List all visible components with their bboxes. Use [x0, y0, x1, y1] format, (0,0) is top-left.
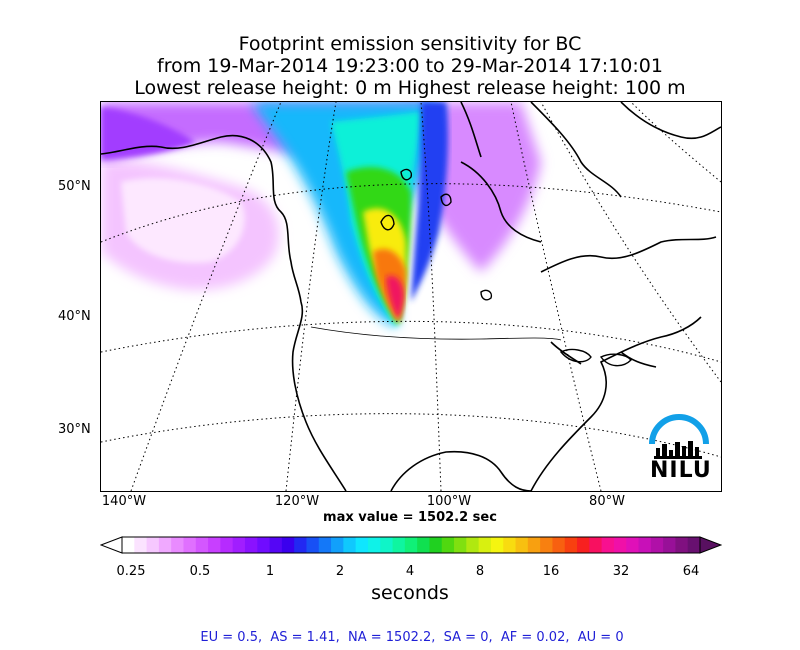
colorbar: [100, 536, 722, 554]
nilu-logo-icon: [649, 414, 709, 459]
colorbar-segment: [552, 537, 566, 553]
colorbar-segment: [146, 537, 160, 553]
colorbar-segment: [171, 537, 184, 553]
colorbar-segment: [380, 537, 393, 553]
plot-title-line-3: Lowest release height: 0 m Highest relea…: [134, 77, 686, 99]
colorbar-segment: [257, 537, 270, 553]
colorbar-segment: [220, 537, 234, 553]
colorbar-segment: [122, 537, 135, 553]
colorbar-segment: [208, 537, 221, 553]
colorbar-tick-1: 1: [265, 564, 275, 579]
colorbar-segment: [134, 537, 147, 553]
graticule: [101, 102, 721, 491]
sensitivity-field: [101, 102, 541, 327]
colorbar-tick-4: 4: [405, 564, 415, 579]
colorbar-segment: [306, 537, 320, 553]
colorbar-segment: [540, 537, 553, 553]
colorbar-over-arrow: [699, 536, 722, 554]
colorbar-tick-64: 64: [682, 564, 700, 579]
colorbar-segment: [367, 537, 381, 553]
lakes-and-islands: [380, 168, 632, 367]
colorbar-segment: [515, 537, 529, 553]
colorbar-segment: [441, 537, 455, 553]
colorbar-segment: [281, 537, 295, 553]
colorbar-segment: [503, 537, 516, 553]
colorbar-segment: [183, 537, 197, 553]
colorbar-segment: [331, 537, 344, 553]
lat-label-30n: 30°N: [58, 422, 91, 437]
colorbar-segment: [294, 537, 307, 553]
colorbar-under-arrow: [100, 536, 123, 554]
colorbar-segment: [417, 537, 430, 553]
map-canvas: [101, 102, 721, 491]
colorbar-segment: [577, 537, 590, 553]
colorbar-unit-label: seconds: [371, 582, 449, 604]
max-value-label: max value = 1502.2 sec: [323, 510, 497, 525]
colorbar-segment: [232, 537, 246, 553]
colorbar-segment: [404, 537, 418, 553]
colorbar-tick-16: 16: [542, 564, 560, 579]
colorbar-segment: [638, 537, 652, 553]
colorbar-segment: [269, 537, 283, 553]
colorbar-tick-8: 8: [475, 564, 485, 579]
colorbar-segment: [318, 537, 332, 553]
colorbar-segment: [429, 537, 443, 553]
colorbar-tick-2: 2: [335, 564, 345, 579]
coastlines: [101, 102, 721, 491]
colorbar-segment: [195, 537, 209, 553]
nilu-logo-text: NILU: [650, 458, 712, 483]
plot-title-line-2: from 19-Mar-2014 19:23:00 to 29-Mar-2014…: [157, 55, 663, 77]
colorbar-segment: [454, 537, 467, 553]
colorbar-tick-0.5: 0.5: [189, 564, 211, 579]
colorbar-tick-0.25: 0.25: [116, 564, 146, 579]
footprint-map: [100, 101, 722, 492]
lon-label-100w: 100°W: [426, 494, 472, 509]
lon-label-120w: 120°W: [274, 494, 320, 509]
colorbar-segment: [589, 537, 603, 553]
colorbar-segment: [650, 537, 664, 553]
colorbar-frame: [121, 536, 701, 554]
lon-label-80w: 80°W: [589, 494, 625, 509]
colorbar-segment: [687, 537, 701, 553]
lat-label-50n: 50°N: [58, 179, 91, 194]
colorbar-segment: [613, 537, 627, 553]
colorbar-segment: [490, 537, 504, 553]
colorbar-segment: [392, 537, 406, 553]
border-line: [310, 326, 562, 341]
colorbar-tick-32: 32: [612, 564, 630, 579]
colorbar-segment: [343, 537, 357, 553]
plot-title-line-1: Footprint emission sensitivity for BC: [238, 33, 582, 55]
region-summary-footer: EU = 0.5, AS = 1.41, NA = 1502.2, SA = 0…: [200, 630, 624, 645]
colorbar-segment: [158, 537, 172, 553]
colorbar-segment: [626, 537, 639, 553]
lon-label-140w: 140°W: [101, 494, 147, 509]
lat-label-40n: 40°N: [58, 309, 91, 324]
colorbar-segment: [601, 537, 615, 553]
colorbar-segment: [466, 537, 480, 553]
colorbar-segment: [244, 537, 258, 553]
colorbar-segment: [478, 537, 492, 553]
colorbar-segment: [355, 537, 369, 553]
colorbar-segment: [527, 537, 541, 553]
colorbar-segment: [564, 537, 578, 553]
colorbar-segment: [675, 537, 689, 553]
colorbar-segment: [663, 537, 676, 553]
